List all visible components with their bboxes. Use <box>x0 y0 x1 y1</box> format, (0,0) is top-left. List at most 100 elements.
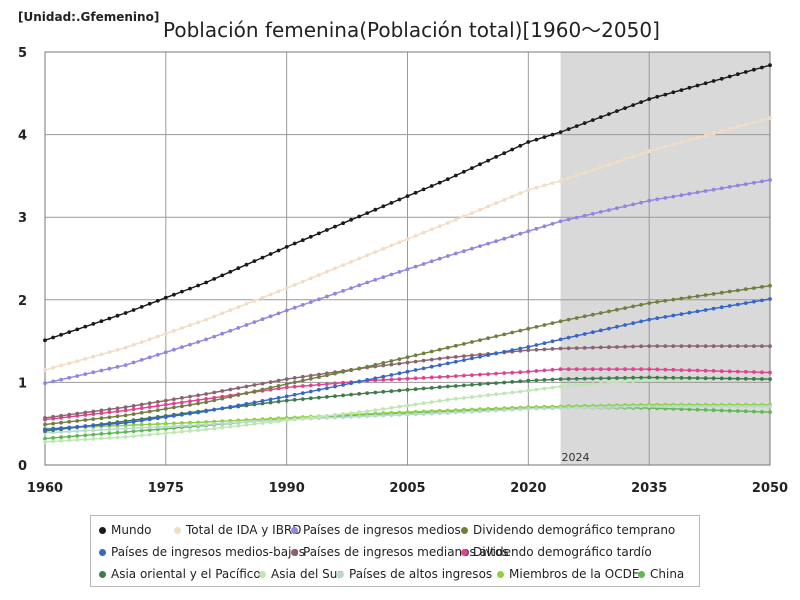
y-tick-label: 1 <box>18 376 27 391</box>
data-point <box>486 353 490 357</box>
data-point <box>655 375 660 380</box>
data-point <box>429 364 434 369</box>
y-tick-label: 4 <box>18 129 27 144</box>
data-point <box>542 378 547 382</box>
data-point <box>172 414 176 418</box>
data-point <box>83 324 88 329</box>
data-point <box>494 201 498 206</box>
data-point <box>220 396 225 401</box>
data-point <box>663 367 668 372</box>
data-point <box>768 410 772 414</box>
data-point <box>655 197 660 202</box>
data-point <box>534 325 539 329</box>
data-point <box>397 240 402 245</box>
data-point <box>655 404 660 409</box>
data-point <box>542 135 547 140</box>
data-point <box>518 379 523 384</box>
data-point <box>188 286 192 291</box>
data-point <box>639 378 643 383</box>
data-point <box>91 432 96 437</box>
data-point <box>671 344 676 348</box>
data-point <box>760 285 764 289</box>
data-point <box>607 112 611 116</box>
data-point <box>727 304 732 308</box>
data-point <box>510 194 515 199</box>
data-point <box>123 421 128 425</box>
data-point <box>244 420 249 424</box>
data-point <box>518 231 523 236</box>
data-point <box>389 405 394 410</box>
data-point <box>172 401 176 406</box>
data-point <box>695 404 700 409</box>
data-point <box>703 133 708 138</box>
data-point <box>695 190 700 195</box>
data-point <box>453 396 458 401</box>
data-point <box>107 350 112 355</box>
data-point <box>534 137 539 142</box>
data-point <box>300 238 305 243</box>
data-point <box>357 256 362 261</box>
data-point <box>518 346 523 351</box>
data-point <box>623 306 627 310</box>
data-point <box>99 408 104 413</box>
data-point <box>236 386 241 390</box>
data-point <box>147 355 152 360</box>
data-point <box>349 286 353 290</box>
data-point <box>743 182 748 187</box>
data-point <box>180 400 184 405</box>
unit-label: [Unidad:.Gfemenino] <box>18 10 160 24</box>
data-point <box>196 320 201 325</box>
data-point <box>373 414 378 418</box>
data-point <box>542 323 547 327</box>
data-point <box>43 440 47 444</box>
data-point <box>631 404 635 409</box>
data-point <box>550 406 555 411</box>
data-point <box>308 373 313 378</box>
data-point <box>663 298 668 303</box>
series-dividendo-demogr-fico-temprano <box>43 283 772 427</box>
data-point <box>566 346 571 351</box>
data-point <box>107 415 112 420</box>
data-point <box>760 404 764 409</box>
data-point <box>236 305 241 309</box>
data-point <box>381 204 386 209</box>
data-point <box>75 429 80 433</box>
data-point <box>131 360 136 365</box>
data-point <box>679 344 684 348</box>
data-point <box>494 392 498 397</box>
data-point <box>43 368 47 372</box>
data-point <box>623 204 627 209</box>
data-point <box>147 337 152 342</box>
x-tick-label: 2035 <box>631 481 667 496</box>
data-point <box>437 375 442 379</box>
data-point <box>679 296 684 301</box>
data-point <box>768 370 772 375</box>
data-point <box>478 382 482 387</box>
data-point <box>123 430 128 434</box>
data-point <box>663 404 668 409</box>
data-point <box>719 408 724 413</box>
data-point <box>542 341 547 346</box>
data-point <box>333 415 337 420</box>
data-point <box>349 368 353 373</box>
data-point <box>341 263 345 267</box>
data-point <box>655 300 660 304</box>
data-point <box>574 316 579 320</box>
data-point <box>550 221 555 226</box>
data-point <box>534 387 539 392</box>
data-point <box>671 375 676 380</box>
data-point <box>123 405 128 410</box>
data-point <box>123 413 128 418</box>
data-point <box>550 181 555 186</box>
data-point <box>131 407 136 412</box>
data-point <box>365 280 370 285</box>
y-tick-label: 5 <box>18 46 27 61</box>
data-point <box>550 132 555 137</box>
data-point <box>615 376 619 380</box>
data-point <box>276 289 281 294</box>
data-point <box>389 362 394 367</box>
data-point <box>542 368 547 373</box>
data-point <box>365 211 370 216</box>
data-point <box>317 387 321 392</box>
data-point <box>752 344 756 348</box>
